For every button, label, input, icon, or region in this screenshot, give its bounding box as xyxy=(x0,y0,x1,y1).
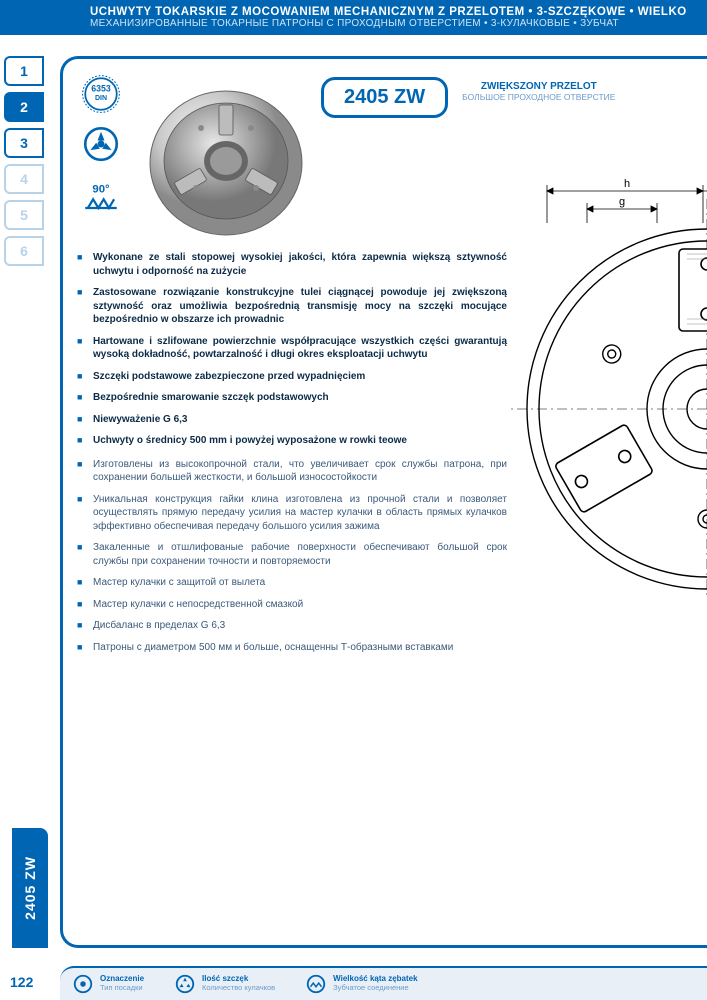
feature-item: Мастер кулачки с непосредственной смазко… xyxy=(77,598,507,612)
subtitle-ru: БОЛЬШОЕ ПРОХОДНОЕ ОТВЕРСТИЕ xyxy=(462,92,615,102)
footer-label-ru: Тип посадки xyxy=(100,984,144,992)
features-list-pl: Wykonane ze stali stopowej wysokiej jako… xyxy=(77,251,507,448)
header-line-2: МЕХАНИЗИРОВАННЫЕ ТОКАРНЫЕ ПАТРОНЫ С ПРОХ… xyxy=(90,18,691,29)
feature-item: Zastosowane rozwiązanie konstrukcyjne tu… xyxy=(77,286,507,327)
product-photo xyxy=(141,73,311,243)
technical-drawing: h g xyxy=(507,179,707,599)
features-list-ru: Изготовлены из высокопрочной стали, что … xyxy=(77,458,507,655)
footer-item: Wielkość kąta zębatek Зубчатое соединени… xyxy=(305,973,417,995)
section-tabs: 1 2 3 4 5 6 xyxy=(4,56,48,272)
tab-6[interactable]: 6 xyxy=(4,236,44,266)
feature-item: Hartowane i szlifowane powierzchnie wspó… xyxy=(77,335,507,362)
tab-4[interactable]: 4 xyxy=(4,164,44,194)
svg-text:DIN: DIN xyxy=(95,95,107,102)
feature-item: Дисбаланс в пределах G 6,3 xyxy=(77,619,507,633)
content-panel: 6353 DIN xyxy=(60,56,707,948)
feature-item: Патроны с диаметром 500 мм и больше, осн… xyxy=(77,641,507,655)
angle-badge-icon: 90° xyxy=(80,173,122,215)
product-code: 2405 ZW xyxy=(321,77,448,118)
din-badge-icon: 6353 DIN xyxy=(80,73,122,115)
subtitle-pl: ZWIĘKSZONY PRZELOT xyxy=(462,81,615,92)
feature-item: Wykonane ze stali stopowej wysokiej jako… xyxy=(77,251,507,278)
feature-item: Закаленные и отшлифованые рабочие поверх… xyxy=(77,541,507,568)
three-jaw-icon xyxy=(80,123,122,165)
tab-2[interactable]: 2 xyxy=(4,92,44,122)
feature-item: Изготовлены из высокопрочной стали, что … xyxy=(77,458,507,485)
feature-item: Мастер кулачки с защитой от вылета xyxy=(77,576,507,590)
svg-text:90°: 90° xyxy=(92,183,110,195)
feature-item: Bezpośrednie smarowanie szczęk podstawow… xyxy=(77,391,507,405)
feature-item: Uchwyty o średnicy 500 mm i powyżej wypo… xyxy=(77,434,507,448)
tooth-angle-icon xyxy=(305,973,327,995)
feature-item: Niewyważenie G 6,3 xyxy=(77,413,507,427)
footer-item: Ilość szczęk Количество кулачков xyxy=(174,973,275,995)
footer-label-ru: Зубчатое соединение xyxy=(333,984,417,992)
product-subtitle: ZWIĘKSZONY PRZELOT БОЛЬШОЕ ПРОХОДНОЕ ОТВ… xyxy=(462,77,615,102)
page-number: 122 xyxy=(10,974,33,990)
footer-item: Oznaczenie Тип посадки xyxy=(72,973,144,995)
badges-column: 6353 DIN xyxy=(77,73,125,243)
feature-item: Szczęki podstawowe zabezpieczone przed w… xyxy=(77,370,507,384)
footer-legend: Oznaczenie Тип посадки Ilość szczęk Коли… xyxy=(60,966,707,1000)
svg-text:g: g xyxy=(619,196,625,208)
svg-text:h: h xyxy=(624,179,630,190)
svg-text:6353: 6353 xyxy=(91,83,111,93)
tab-1[interactable]: 1 xyxy=(4,56,44,86)
footer-label-ru: Количество кулачков xyxy=(202,984,275,992)
mount-type-icon xyxy=(72,973,94,995)
side-product-label: 2405 ZW xyxy=(12,828,48,948)
feature-item: Уникальная конструкция гайки клина изгот… xyxy=(77,493,507,534)
tab-5[interactable]: 5 xyxy=(4,200,44,230)
tab-3[interactable]: 3 xyxy=(4,128,44,158)
jaw-count-icon xyxy=(174,973,196,995)
header-line-1: UCHWYTY TOKARSKIE Z MOCOWANIEM MECHANICZ… xyxy=(90,6,691,18)
